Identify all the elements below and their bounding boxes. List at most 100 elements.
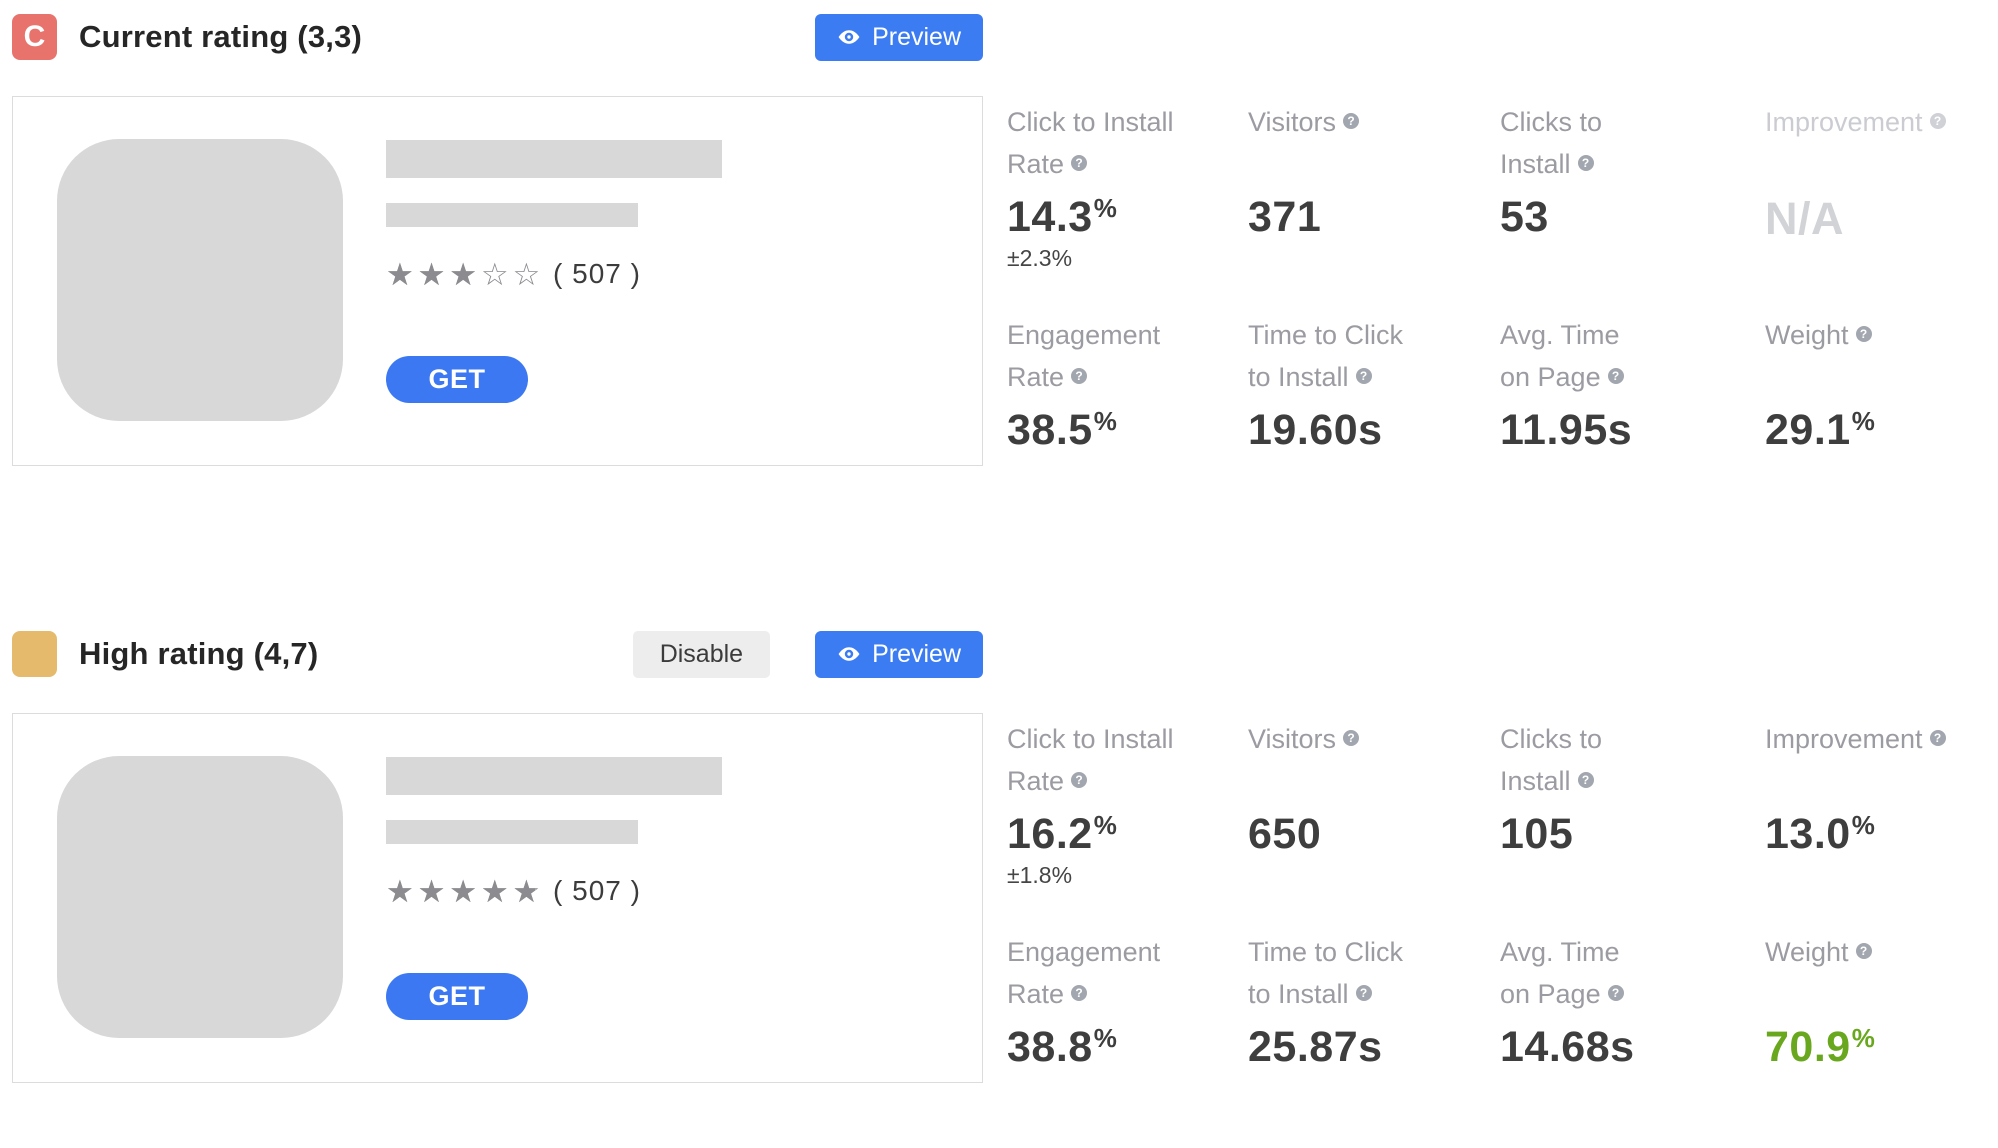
metric-value: 53 <box>1500 193 1549 241</box>
ratings-count: ( 507 ) <box>553 875 641 906</box>
metric-cell: Time to Click to Install? 25.87s <box>1248 932 1500 1145</box>
help-icon[interactable]: ? <box>1607 368 1624 385</box>
metric-value: 14.3% <box>1007 193 1118 241</box>
star-rating: ☆★☆★☆★☆★☆★ <box>386 876 544 907</box>
metric-value: 650 <box>1248 810 1322 858</box>
metric-cell: Time to Click to Install? 19.60s <box>1248 315 1500 528</box>
metric-value: N/A <box>1765 193 1844 244</box>
help-icon[interactable]: ? <box>1929 113 1946 130</box>
help-icon[interactable]: ? <box>1071 772 1088 789</box>
star-icon: ☆★ <box>417 873 446 909</box>
variant-color-badge <box>12 631 57 677</box>
help-icon[interactable]: ? <box>1855 943 1872 960</box>
metric-label: Improvement? <box>1765 102 1998 186</box>
metric-cell: Weight? 70.9% <box>1765 932 1998 1145</box>
metric-cell: Weight? 29.1% <box>1765 315 1998 528</box>
metric-cell: Avg. Time on Page? 14.68s <box>1500 932 1765 1145</box>
metric-value: 19.60s <box>1248 406 1383 454</box>
help-icon[interactable]: ? <box>1355 985 1372 1002</box>
metric-label: Improvement? <box>1765 719 1998 803</box>
preview-button[interactable]: Preview <box>815 630 983 678</box>
variant-title: High rating (4,7) <box>79 636 319 671</box>
get-button[interactable]: GET <box>386 356 528 403</box>
metric-value: 371 <box>1248 193 1322 241</box>
preview-button-label: Preview <box>872 22 961 51</box>
rating-row: ☆★☆★☆★☆★☆★ ( 507 ) <box>386 875 722 907</box>
metric-confidence-interval: ±1.8% <box>1007 862 1073 888</box>
variant-title: Current rating (3,3) <box>79 19 363 54</box>
metric-value: 38.5% <box>1007 406 1118 454</box>
disable-button[interactable]: Disable <box>632 630 771 678</box>
metric-label: Avg. Time on Page? <box>1500 932 1765 1016</box>
variant-body: ☆★☆★☆★☆★☆★ ( 507 ) GET Click to InstallR… <box>12 96 1998 528</box>
metric-value: 70.9% <box>1765 1023 1876 1071</box>
metric-label: Clicks to Install? <box>1500 107 1603 179</box>
star-icon: ☆★ <box>449 873 478 909</box>
metric-value: 16.2% <box>1007 810 1118 858</box>
get-button[interactable]: GET <box>386 973 528 1020</box>
metric-label: Time to Click to Install? <box>1248 320 1404 392</box>
variant-color-badge: C <box>12 14 57 60</box>
star-icon: ☆★ <box>512 256 541 292</box>
app-store-preview-card: ☆★☆★☆★☆★☆★ ( 507 ) GET <box>12 713 983 1083</box>
variant-header: C Current rating (3,3) Preview <box>12 13 983 61</box>
star-icon: ☆★ <box>386 873 414 909</box>
metric-label: Click to Install Rate? <box>1007 724 1174 796</box>
eye-icon <box>838 647 860 661</box>
header-actions: Disable Preview <box>632 630 983 678</box>
metrics-grid: Click to Install Rate? 16.2% ±1.8% Visitors?… <box>1007 719 1998 1145</box>
metric-cell: Visitors? 650 <box>1248 719 1500 932</box>
help-icon[interactable]: ? <box>1929 730 1946 747</box>
app-title-placeholder <box>386 757 722 795</box>
metric-cell: Clicks to Install? 105 <box>1500 719 1765 932</box>
variant-section-high-rating: High rating (4,7) Disable Preview ☆ ★ ☆ ★ ☆ ★… <box>12 630 1998 1145</box>
star-icon: ☆★ <box>417 256 446 292</box>
ratings-count: ( 507 ) <box>553 258 641 289</box>
metrics-grid: Click to Install Rate? 14.3% ±2.3% Visitors?… <box>1007 102 1998 528</box>
metric-label: Engagement Rate? <box>1007 320 1161 392</box>
help-icon[interactable]: ? <box>1607 985 1624 1002</box>
help-icon[interactable]: ? <box>1577 155 1594 172</box>
metric-cell: Avg. Time on Page? 11.95s <box>1500 315 1765 528</box>
help-icon[interactable]: ? <box>1071 155 1088 172</box>
help-icon[interactable]: ? <box>1855 326 1872 343</box>
help-icon[interactable]: ? <box>1071 985 1088 1002</box>
help-icon[interactable]: ? <box>1071 368 1088 385</box>
star-icon: ☆★ <box>512 873 541 909</box>
metric-label: Click to Install Rate? <box>1007 107 1174 179</box>
star-rating: ☆★☆★☆★☆★☆★ <box>386 259 544 290</box>
metric-value: 11.95s <box>1500 406 1633 454</box>
app-subtitle-placeholder <box>386 820 638 844</box>
metric-label: Visitors? <box>1248 719 1500 803</box>
metric-value: 13.0% <box>1765 810 1876 858</box>
app-subtitle-placeholder <box>386 203 638 227</box>
star-icon: ☆★ <box>480 256 509 292</box>
metric-value: 14.68s <box>1500 1023 1635 1071</box>
help-icon[interactable]: ? <box>1343 730 1360 747</box>
preview-button[interactable]: Preview <box>815 13 983 61</box>
metric-label: Weight? <box>1765 315 1998 399</box>
star-icon: ☆★ <box>386 256 414 292</box>
metric-label: Clicks to Install? <box>1500 724 1603 796</box>
eye-icon <box>838 30 860 44</box>
help-icon[interactable]: ? <box>1343 113 1360 130</box>
metric-value: 25.87s <box>1248 1023 1383 1071</box>
variant-header: High rating (4,7) Disable Preview <box>12 630 983 678</box>
metric-cell: Engagement Rate? 38.5% <box>1007 315 1248 528</box>
help-icon[interactable]: ? <box>1355 368 1372 385</box>
metric-cell: Visitors? 371 <box>1248 102 1500 315</box>
star-icon: ☆★ <box>449 256 478 292</box>
app-store-preview-card: ☆★☆★☆★☆★☆★ ( 507 ) GET <box>12 96 983 466</box>
header-actions: Preview <box>815 13 983 61</box>
metric-cell: Click to Install Rate? 14.3% ±2.3% <box>1007 102 1248 315</box>
metric-label: Weight? <box>1765 932 1998 1016</box>
help-icon[interactable]: ? <box>1577 772 1594 789</box>
metric-cell: Click to Install Rate? 16.2% ±1.8% <box>1007 719 1248 932</box>
metric-label: Engagement Rate? <box>1007 937 1161 1009</box>
variant-section-current: C Current rating (3,3) Preview ☆★☆★☆★☆★☆… <box>12 13 1998 528</box>
preview-button-label: Preview <box>872 639 961 668</box>
metric-value: 38.8% <box>1007 1023 1118 1071</box>
metric-cell: Improvement? N/A <box>1765 102 1998 315</box>
metric-label: Visitors? <box>1248 102 1500 186</box>
